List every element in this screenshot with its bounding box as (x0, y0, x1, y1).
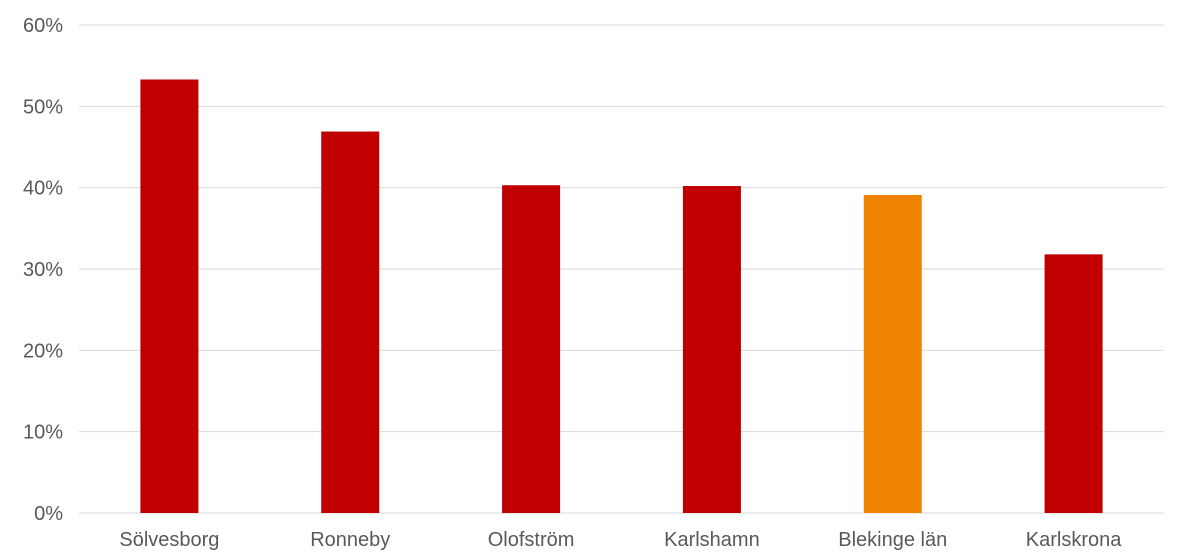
y-tick-label: 10% (23, 422, 63, 444)
bar (682, 186, 741, 514)
bar (321, 131, 380, 513)
x-category-label: Karlshamn (664, 529, 760, 551)
y-tick-label: 40% (23, 178, 63, 200)
y-tick-label: 0% (34, 503, 63, 525)
x-category-label: Ronneby (310, 529, 390, 551)
x-category-label: Blekinge län (838, 529, 947, 551)
x-category-label: Sölvesborg (119, 529, 219, 551)
gridlines (79, 24, 1164, 514)
y-axis-tick-labels: 0% 10% 20% 30% 40% 50% 60% (23, 15, 63, 525)
x-axis-category-labels: Sölvesborg Ronneby Olofström Karlshamn Bleki… (119, 529, 1122, 551)
y-tick-label: 20% (23, 340, 63, 362)
y-tick-label: 60% (23, 15, 63, 37)
bar (140, 79, 199, 513)
bar (1044, 254, 1103, 514)
x-category-label: Karlskrona (1026, 529, 1122, 551)
y-tick-label: 30% (23, 259, 63, 281)
bar (502, 185, 561, 513)
y-tick-label: 50% (23, 96, 63, 118)
x-category-label: Olofström (488, 529, 575, 551)
bar (863, 194, 922, 513)
bars (140, 79, 1103, 514)
